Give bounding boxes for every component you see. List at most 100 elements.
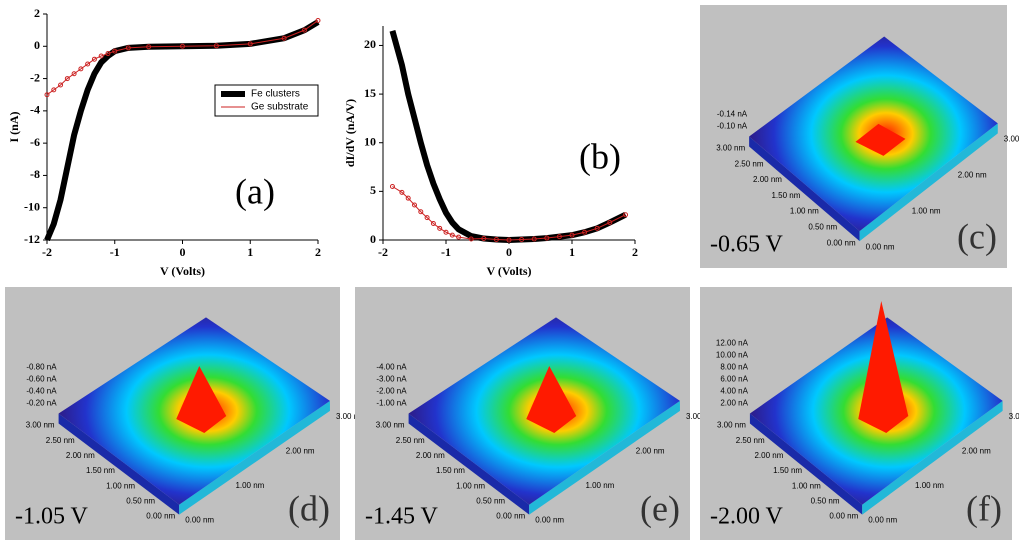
data-point xyxy=(78,66,84,72)
z-tick-label: -0.40 nA xyxy=(26,387,57,396)
y-tick-label: 0 xyxy=(370,232,376,246)
surface-side xyxy=(408,413,530,515)
data-point xyxy=(98,53,104,59)
data-point xyxy=(623,212,629,218)
data-point xyxy=(51,87,57,93)
data-point xyxy=(582,229,588,235)
surface-side xyxy=(749,136,860,242)
y-tick-label: 3.00 nm xyxy=(376,421,405,430)
z-tick-label: 4.00 nA xyxy=(720,387,748,396)
x-tick-label: 2.00 nm xyxy=(958,170,987,179)
data-point xyxy=(180,43,185,49)
y-axis-label: dI/dV (nA/V) xyxy=(343,99,357,167)
x-tick-label: 2 xyxy=(632,245,638,259)
surface-side xyxy=(58,413,180,515)
y-tick-label: 20 xyxy=(364,37,376,51)
series-line xyxy=(46,20,319,96)
peak xyxy=(526,365,577,433)
z-tick-label: -3.00 nA xyxy=(376,375,407,384)
legend-box xyxy=(214,84,319,117)
x-tick-label: 0.00 nm xyxy=(535,516,564,525)
z-tick-label: -0.60 nA xyxy=(26,375,57,384)
y-tick-label: 2.50 nm xyxy=(46,436,75,445)
data-point xyxy=(281,35,287,41)
data-point xyxy=(247,41,253,47)
data-point xyxy=(506,237,512,243)
data-point xyxy=(412,202,417,208)
x-tick-label: 1.00 nm xyxy=(235,481,264,490)
y-tick-label: 1.50 nm xyxy=(771,191,800,200)
data-point xyxy=(71,71,77,77)
data-point xyxy=(64,76,70,82)
voltage-label: -1.45 V xyxy=(365,504,439,530)
y-tick-label: 1.50 nm xyxy=(436,466,465,475)
y-tick-label: 1.50 nm xyxy=(86,466,115,475)
y-tick-label: 2.50 nm xyxy=(735,159,764,168)
z-tick-label: -1.00 nA xyxy=(376,399,407,408)
data-point xyxy=(424,215,430,221)
data-point xyxy=(112,48,118,54)
y-tick-label: 2.50 nm xyxy=(396,436,425,445)
x-tick-label: -2 xyxy=(378,245,388,259)
panel-label: (a) xyxy=(235,171,275,211)
x-tick-label: 2.00 nm xyxy=(636,447,665,456)
data-point xyxy=(85,61,91,67)
data-point xyxy=(430,220,436,226)
data-point xyxy=(301,27,307,33)
y-tick-label: -6 xyxy=(30,135,40,149)
x-tick-label: 1.00 nm xyxy=(585,481,614,490)
data-point xyxy=(146,44,152,50)
y-tick-label: 3.00 nm xyxy=(716,144,745,153)
y-tick-label: -12 xyxy=(24,232,40,246)
y-tick-label: -10 xyxy=(24,199,40,213)
y-tick-label: -8 xyxy=(30,167,40,181)
z-tick-label: 10.00 nA xyxy=(716,351,749,360)
data-point xyxy=(389,184,395,189)
x-tick-label: 3.00 nm xyxy=(1004,134,1019,143)
y-tick-label: 2.00 nm xyxy=(753,175,782,184)
surface-side xyxy=(749,413,863,515)
panel-label: (d) xyxy=(288,488,330,528)
y-tick-label: 0.50 nm xyxy=(126,497,155,506)
data-point xyxy=(569,232,575,238)
x-tick-label: 0.00 nm xyxy=(866,242,895,251)
y-tick-label: 2.00 nm xyxy=(416,451,445,460)
y-tick-label: 0 xyxy=(34,38,40,52)
x-tick-label: -1 xyxy=(441,245,451,259)
data-point xyxy=(58,82,64,88)
voltage-label: -1.05 V xyxy=(15,504,89,530)
panel-label: (e) xyxy=(640,488,680,528)
data-point xyxy=(531,236,537,242)
y-tick-label: 1.00 nm xyxy=(790,207,819,216)
z-tick-label: 12.00 nA xyxy=(716,339,749,348)
y-tick-label: 3.00 nm xyxy=(717,421,746,430)
peak xyxy=(858,300,909,433)
series-line xyxy=(44,19,320,242)
x-axis-label: V (Volts) xyxy=(160,264,205,278)
legend-label: Ge substrate xyxy=(251,102,309,113)
y-tick-label: 0.50 nm xyxy=(476,497,505,506)
surface-side xyxy=(859,123,998,242)
z-tick-label: 8.00 nA xyxy=(720,363,748,372)
y-tick-label: 2.50 nm xyxy=(736,436,765,445)
data-point xyxy=(443,229,449,235)
data-point xyxy=(594,225,600,231)
data-point xyxy=(481,236,487,242)
z-tick-label: -0.20 nA xyxy=(26,399,57,408)
data-point xyxy=(456,234,462,240)
data-point xyxy=(418,209,424,215)
z-tick-label: -0.10 nA xyxy=(717,122,748,131)
y-tick-label: 1.00 nm xyxy=(106,481,135,490)
data-point xyxy=(607,219,613,225)
x-tick-label: 1.00 nm xyxy=(912,206,941,215)
data-point xyxy=(91,56,97,62)
data-point xyxy=(519,237,525,243)
x-tick-label: 1 xyxy=(247,245,253,259)
y-tick-label: 1.00 nm xyxy=(456,481,485,490)
z-tick-label: -2.00 nA xyxy=(376,387,407,396)
x-tick-label: 2.00 nm xyxy=(286,447,315,456)
surface-side xyxy=(529,400,680,515)
y-tick-label: 0.00 nm xyxy=(146,512,175,521)
z-tick-label: 6.00 nA xyxy=(720,375,748,384)
